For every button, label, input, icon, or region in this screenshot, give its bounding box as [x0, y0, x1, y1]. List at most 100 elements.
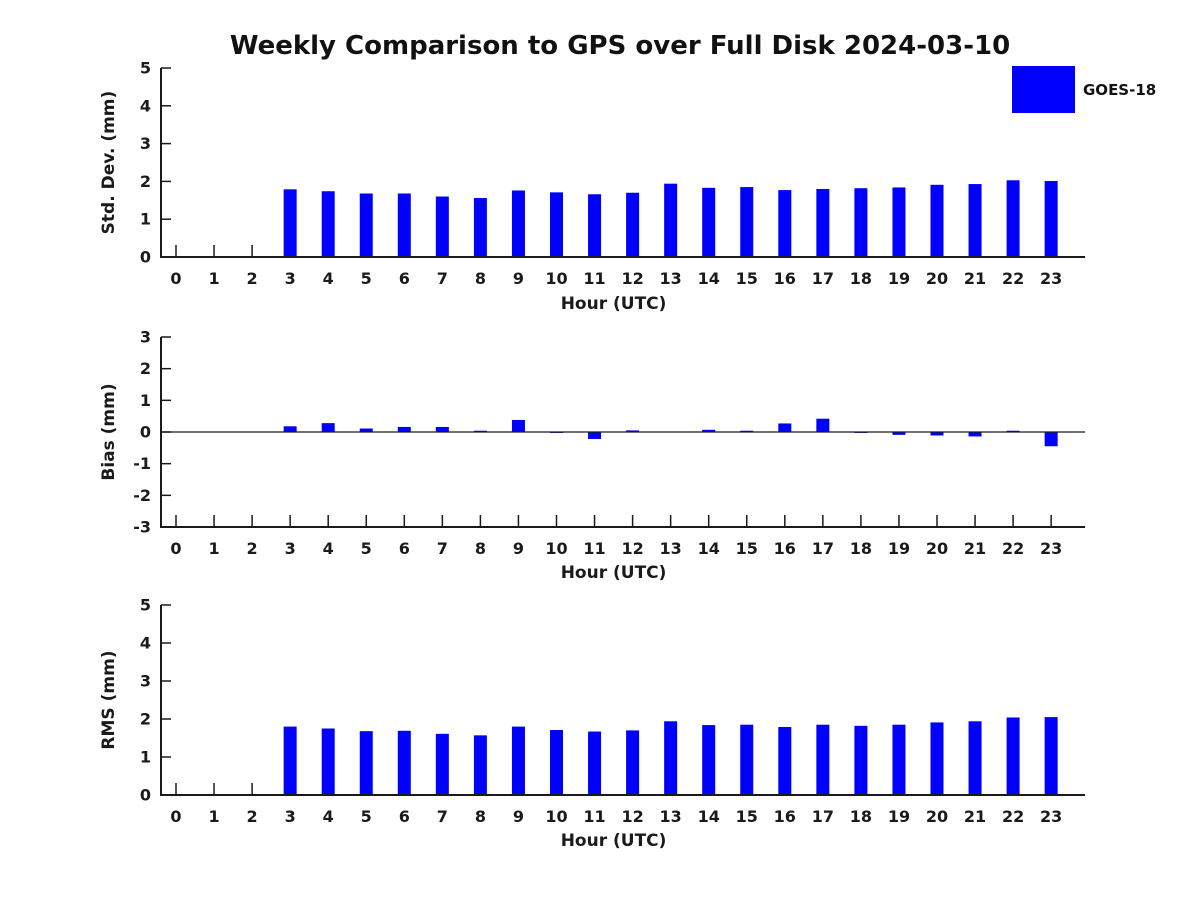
legend-color-swatch — [1012, 66, 1075, 113]
bias-bar-hour-22 — [1006, 430, 1020, 432]
stddev-bar-hour-4 — [321, 191, 335, 257]
rms-x-tick-label: 12 — [621, 807, 643, 826]
bias-x-tick-label: 5 — [361, 539, 372, 558]
rms-x-tick-label: 9 — [513, 807, 524, 826]
rms-x-tick-label: 18 — [850, 807, 872, 826]
stddev-x-axis-label: Hour (UTC) — [561, 294, 667, 314]
rms-bar-hour-13 — [664, 721, 678, 795]
rms-y-tick-label: 1 — [140, 748, 151, 767]
rms-x-tick-label: 17 — [812, 807, 834, 826]
stddev-bar-hour-22 — [1006, 180, 1020, 257]
rms-x-tick-label: 13 — [660, 807, 682, 826]
bias-x-tick-label: 6 — [399, 539, 410, 558]
rms-bar-hour-12 — [626, 730, 640, 795]
bias-bar-hour-5 — [359, 428, 373, 432]
bias-bar-hour-14 — [702, 429, 716, 432]
bias-x-axis-label: Hour (UTC) — [561, 563, 667, 583]
rms-y-tick-label: 4 — [140, 634, 151, 653]
rms-bar-hour-10 — [550, 730, 563, 795]
rms-x-tick-label: 1 — [208, 807, 219, 826]
rms-x-tick-label: 23 — [1040, 807, 1062, 826]
stddev-bar-hour-9 — [511, 190, 525, 257]
stddev-x-tick-label: 0 — [170, 269, 181, 288]
stddev-x-tick-label: 1 — [208, 269, 219, 288]
bias-bar-hour-16 — [778, 423, 792, 432]
stddev-x-tick-label: 10 — [545, 269, 567, 288]
stddev-bar-hour-10 — [550, 192, 563, 257]
stddev-bar-hour-16 — [778, 190, 792, 257]
stddev-y-tick-label: 2 — [140, 172, 151, 191]
rms-x-tick-label: 6 — [399, 807, 410, 826]
stddev-x-tick-label: 21 — [964, 269, 986, 288]
stddev-y-axis-label: Std. Dev. (mm) — [99, 91, 119, 235]
rms-bar-hour-16 — [778, 726, 792, 795]
stddev-x-tick-label: 9 — [513, 269, 524, 288]
stddev-bar-hour-19 — [892, 187, 906, 257]
rms-bar-hour-23 — [1044, 717, 1058, 795]
bias-x-tick-label: 21 — [964, 539, 986, 558]
stddev-x-tick-label: 5 — [361, 269, 372, 288]
stddev-bar-hour-7 — [435, 196, 449, 257]
stddev-bar-hour-6 — [397, 193, 411, 257]
rms-bar-hour-21 — [968, 721, 982, 795]
stddev-x-tick-label: 22 — [1002, 269, 1024, 288]
bias-x-tick-label: 13 — [660, 539, 682, 558]
bias-x-tick-label: 9 — [513, 539, 524, 558]
bias-x-tick-label: 4 — [323, 539, 334, 558]
stddev-y-tick-label: 4 — [140, 96, 151, 115]
rms-bar-hour-11 — [588, 731, 602, 795]
rms-x-tick-label: 16 — [774, 807, 796, 826]
stddev-x-tick-label: 15 — [736, 269, 758, 288]
rms-x-tick-label: 14 — [698, 807, 720, 826]
bias-x-tick-label: 12 — [621, 539, 643, 558]
rms-x-axis-label: Hour (UTC) — [561, 831, 667, 851]
rms-y-axis-label: RMS (mm) — [99, 650, 119, 749]
rms-x-tick-label: 2 — [247, 807, 258, 826]
legend-label: GOES-18 — [1083, 80, 1157, 99]
bias-x-tick-label: 19 — [888, 539, 910, 558]
stddev-x-tick-label: 14 — [698, 269, 720, 288]
stddev-x-tick-label: 20 — [926, 269, 948, 288]
rms-x-tick-label: 7 — [437, 807, 448, 826]
rms-x-tick-label: 4 — [323, 807, 334, 826]
rms-x-tick-label: 22 — [1002, 807, 1024, 826]
bias-bar-hour-23 — [1044, 432, 1058, 447]
figure-title: Weekly Comparison to GPS over Full Disk … — [229, 31, 1011, 61]
stddev-bar-hour-18 — [854, 188, 868, 257]
stddev-bar-hour-15 — [740, 187, 754, 257]
bias-y-tick-label: -1 — [133, 454, 151, 473]
rms-x-tick-label: 8 — [475, 807, 486, 826]
bias-y-tick-label: -2 — [133, 486, 151, 505]
bias-x-tick-label: 18 — [850, 539, 872, 558]
bias-x-tick-label: 7 — [437, 539, 448, 558]
rms-x-tick-label: 21 — [964, 807, 986, 826]
stddev-x-tick-label: 19 — [888, 269, 910, 288]
stddev-x-tick-label: 8 — [475, 269, 486, 288]
stddev-x-tick-label: 23 — [1040, 269, 1062, 288]
rms-bar-hour-6 — [397, 730, 411, 795]
bias-bar-hour-7 — [435, 426, 449, 432]
stddev-x-tick-label: 7 — [437, 269, 448, 288]
rms-x-tick-label: 10 — [545, 807, 567, 826]
bias-x-tick-label: 3 — [285, 539, 296, 558]
bias-x-tick-label: 20 — [926, 539, 948, 558]
rms-bar-hour-3 — [283, 726, 297, 795]
rms-bar-hour-14 — [702, 725, 716, 795]
stddev-bar-hour-3 — [283, 189, 297, 257]
bias-bar-hour-15 — [740, 430, 754, 432]
legend: GOES-18 — [1012, 66, 1156, 113]
bias-y-axis-label: Bias (mm) — [99, 383, 119, 480]
rms-x-tick-label: 19 — [888, 807, 910, 826]
bias-bar-hour-4 — [321, 423, 335, 432]
bias-bar-hour-12 — [626, 430, 640, 432]
bias-y-tick-label: -3 — [133, 518, 151, 537]
rms-y-tick-label: 5 — [140, 596, 151, 615]
bias-x-tick-label: 22 — [1002, 539, 1024, 558]
bias-x-tick-label: 10 — [545, 539, 567, 558]
bias-x-tick-label: 0 — [170, 539, 181, 558]
rms-y-tick-label: 0 — [140, 786, 151, 805]
rms-bar-hour-15 — [740, 724, 754, 795]
bias-bar-hour-8 — [473, 430, 487, 432]
bias-bar-hour-20 — [930, 432, 944, 436]
